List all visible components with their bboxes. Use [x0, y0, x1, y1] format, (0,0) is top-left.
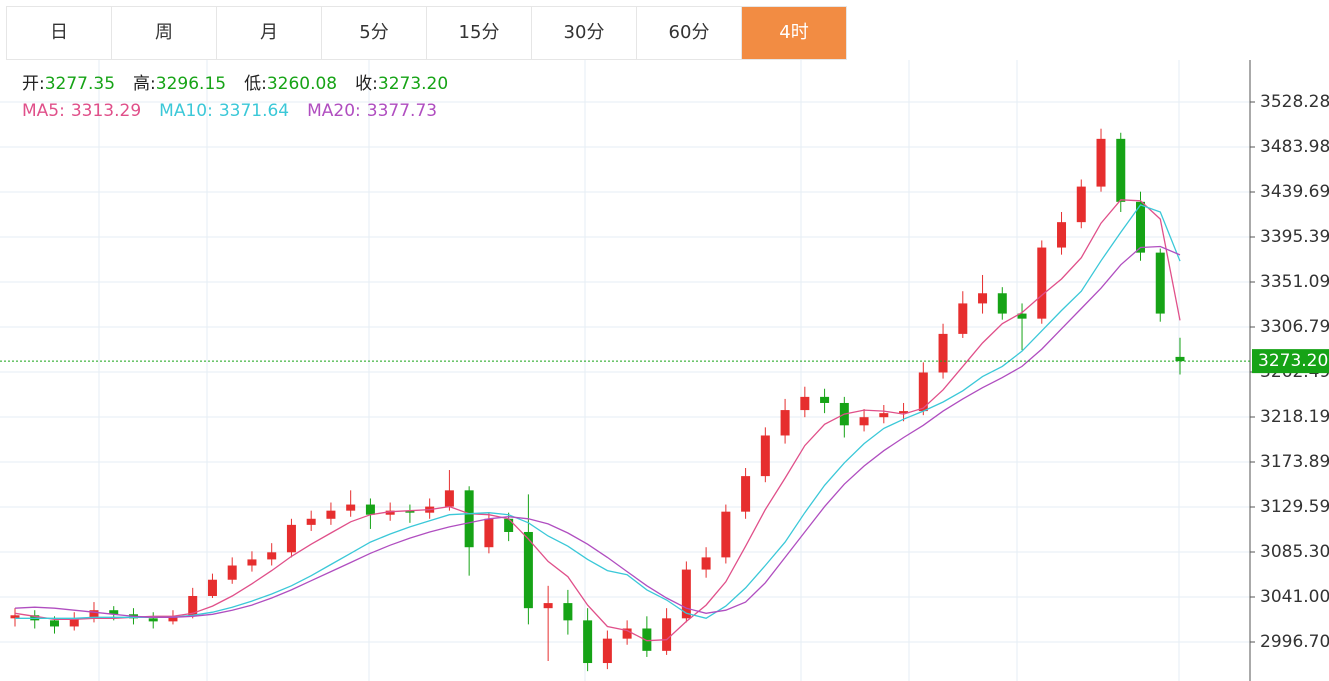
ma-line	[15, 204, 1181, 619]
candle-body	[721, 511, 731, 558]
candle-body	[820, 396, 830, 403]
candle-body	[227, 565, 237, 580]
period-tab[interactable]: 日	[7, 7, 112, 59]
candle-body	[365, 504, 375, 515]
candle-body	[879, 413, 889, 418]
candle-body	[188, 595, 198, 617]
last-price-label: 3273.20	[1258, 351, 1328, 371]
candle-body	[10, 615, 20, 619]
y-tick-label: 3129.59	[1260, 497, 1329, 517]
candle-body	[444, 490, 454, 507]
ohlc-label: 高:	[133, 74, 156, 94]
candle-body	[306, 518, 316, 525]
y-tick-label: 3351.09	[1260, 272, 1329, 292]
y-tick-label: 3041.00	[1260, 587, 1329, 607]
period-tab[interactable]: 30分	[532, 7, 637, 59]
legend-value: 3313.29	[71, 101, 141, 121]
y-tick-label: 3085.30	[1260, 542, 1329, 562]
candle-body	[701, 557, 711, 570]
candle-body	[247, 559, 257, 566]
candle-body	[168, 616, 178, 622]
y-tick-label: 3528.28	[1260, 92, 1329, 112]
y-tick-label: 3218.19	[1260, 407, 1329, 427]
ma-line	[14, 245, 1181, 618]
candle-body	[918, 372, 928, 412]
candle-body	[958, 303, 968, 334]
candle-body	[405, 510, 415, 513]
ma-line	[14, 199, 1181, 642]
ohlc-value: 3296.15	[156, 74, 226, 94]
candle-body	[523, 531, 533, 609]
legend-name: MA5:	[22, 101, 65, 121]
candle-body	[504, 518, 514, 532]
candle-body	[464, 490, 474, 548]
candle-body	[1136, 201, 1146, 253]
period-tab[interactable]: 月	[217, 7, 322, 59]
ohlc-label: 低:	[244, 74, 267, 94]
candle-body	[800, 396, 810, 411]
candle-body	[385, 510, 395, 515]
period-tab[interactable]: 5分	[322, 7, 427, 59]
candle-body	[484, 518, 494, 548]
candle-body	[1076, 186, 1086, 223]
candle-body	[938, 333, 948, 373]
ohlc-label: 开:	[22, 74, 45, 94]
candle-body	[662, 618, 672, 651]
candle-body	[1155, 252, 1165, 314]
candle-body	[69, 618, 79, 627]
candle-body	[1037, 247, 1047, 319]
candle-body	[780, 410, 790, 436]
candle-body	[997, 293, 1007, 314]
legend-value: 3377.73	[367, 101, 437, 121]
candle-body	[583, 620, 593, 664]
candle-body	[1175, 356, 1185, 362]
candle-body	[109, 610, 119, 615]
candle-body	[563, 603, 573, 621]
candle-body	[286, 524, 296, 553]
legend-name: MA20:	[307, 101, 361, 121]
y-tick-label: 3483.98	[1260, 137, 1329, 157]
candle-body	[622, 628, 632, 639]
last-price-tag	[1252, 349, 1329, 374]
candle-body	[978, 293, 988, 304]
candle-body	[49, 620, 59, 627]
candle-body	[346, 504, 356, 511]
ohlc-value: 3260.08	[267, 74, 337, 94]
legend-name: MA10:	[159, 101, 213, 121]
candle-body	[1116, 138, 1126, 202]
y-tick-label: 3439.69	[1260, 182, 1329, 202]
ohlc-value: 3273.20	[378, 74, 448, 94]
candle-body	[543, 603, 553, 609]
candle-body	[1096, 138, 1106, 187]
candle-body	[642, 628, 652, 651]
candle-body	[899, 411, 909, 414]
y-tick-label: 2996.70	[1260, 632, 1329, 652]
ohlc-label: 收:	[355, 74, 378, 94]
candle-body	[89, 610, 99, 619]
candle-body	[602, 638, 612, 664]
candle-body	[760, 435, 770, 477]
period-tab[interactable]: 周	[112, 7, 217, 59]
y-tick-label: 3306.79	[1260, 317, 1329, 337]
y-tick-label: 3173.89	[1260, 452, 1329, 472]
candle-body	[681, 569, 691, 619]
candle-body	[859, 417, 869, 426]
period-tabs: 日周月 5分 15分 30分 60分 4时	[6, 6, 847, 60]
candle-body	[1017, 313, 1027, 319]
period-tab[interactable]: 60分	[637, 7, 742, 59]
legend-value: 3371.64	[219, 101, 289, 121]
period-tab[interactable]: 15分	[427, 7, 532, 59]
candle-body	[267, 552, 277, 560]
candle-body	[1057, 222, 1067, 248]
candle-body	[148, 618, 158, 622]
period-tab[interactable]: 4时	[742, 7, 846, 59]
candle-body	[741, 476, 751, 512]
candle-body	[326, 510, 336, 519]
y-tick-label: 3395.39	[1260, 227, 1329, 247]
candle-body	[207, 579, 217, 596]
ohlc-value: 3277.35	[45, 74, 115, 94]
